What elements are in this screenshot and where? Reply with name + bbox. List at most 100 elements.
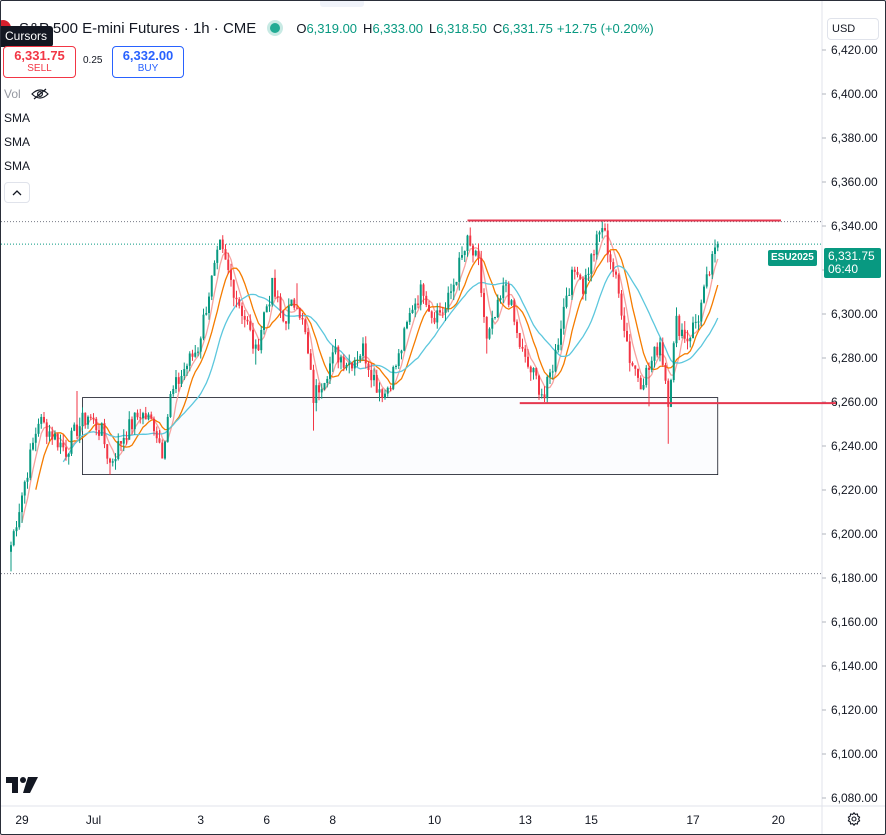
range-rectangle[interactable] xyxy=(82,397,719,476)
x-tick-label: 13 xyxy=(519,813,533,827)
symbol-title[interactable]: S&P 500 E-mini Futures · 1h · CME xyxy=(19,19,257,37)
candle-body xyxy=(362,343,364,356)
candle-bar xyxy=(686,330,689,350)
indicator-sma-2[interactable]: SMA xyxy=(4,135,30,149)
candle-bar xyxy=(439,302,441,316)
candle-bar xyxy=(76,391,78,439)
candle-body xyxy=(386,387,389,394)
candle-bar xyxy=(708,271,711,277)
candle-bar xyxy=(507,281,510,308)
candle-bar xyxy=(92,413,95,424)
candle-bar xyxy=(598,230,601,242)
candle-bar xyxy=(32,437,34,451)
candle-body xyxy=(235,297,238,300)
candle-body xyxy=(370,369,373,381)
candle-body xyxy=(576,271,579,275)
candle-body xyxy=(271,277,274,305)
candle-bar xyxy=(186,363,188,376)
candle-bar xyxy=(422,283,425,304)
candle-body xyxy=(425,295,428,305)
candle-bar xyxy=(612,258,615,278)
candle-body xyxy=(428,304,430,312)
candle-body xyxy=(620,293,623,316)
candle-body xyxy=(560,328,562,345)
candle-bar xyxy=(315,379,318,412)
candle-bar xyxy=(700,299,703,327)
candle-body xyxy=(56,433,59,448)
candle-bar xyxy=(524,345,527,363)
candle-bar xyxy=(606,223,609,263)
candle-bar xyxy=(301,312,304,325)
candle-body xyxy=(450,291,452,293)
candle-bar xyxy=(359,354,362,363)
candle-body xyxy=(598,232,601,235)
candle-body xyxy=(529,366,532,373)
candle-bar xyxy=(562,298,565,335)
tradingview-logo-icon[interactable] xyxy=(6,773,40,795)
candle-body xyxy=(686,338,689,342)
candle-bar xyxy=(367,360,370,378)
candle-bar xyxy=(18,503,21,530)
candle-body xyxy=(40,416,43,424)
candle-body xyxy=(447,292,450,309)
candle-body xyxy=(521,346,524,349)
candle-body xyxy=(122,437,125,444)
indicator-sma-3[interactable]: SMA xyxy=(4,159,30,173)
candle-body xyxy=(95,418,98,431)
indicator-sma-1[interactable]: SMA xyxy=(4,111,30,125)
currency-selector[interactable]: USD xyxy=(827,18,879,40)
candle-bar xyxy=(89,414,92,420)
candle-body xyxy=(320,389,323,393)
chart-settings-button[interactable] xyxy=(844,809,864,829)
candle-bar xyxy=(406,320,408,330)
indicator-volume[interactable]: Vol xyxy=(4,87,49,101)
candle-bar xyxy=(153,416,155,436)
y-tick-label: 6,080.00 xyxy=(831,791,878,805)
collapse-indicators-button[interactable] xyxy=(4,182,30,203)
sell-button[interactable]: 6,331.75 SELL xyxy=(3,46,76,78)
top-drag-tab[interactable] xyxy=(320,1,364,7)
candle-body xyxy=(191,353,194,357)
candle-bar xyxy=(683,321,686,343)
candle-body xyxy=(172,388,175,395)
candle-body xyxy=(557,344,560,351)
sma-label: SMA xyxy=(4,135,31,149)
candle-body xyxy=(103,423,106,445)
candle-body xyxy=(496,299,499,317)
last-price: 6,331.75 xyxy=(828,249,875,263)
candle-body xyxy=(326,378,329,384)
buy-button[interactable]: 6,332.00 BUY xyxy=(112,46,184,78)
candle-body xyxy=(356,359,359,361)
candle-bar xyxy=(100,422,103,436)
candle-bar xyxy=(125,431,128,445)
candle-bar xyxy=(208,292,210,320)
candle-bar xyxy=(221,235,224,254)
candle-bar xyxy=(571,266,573,300)
eye-hidden-icon[interactable] xyxy=(30,88,49,100)
candle-body xyxy=(617,274,620,294)
candle-body xyxy=(444,308,447,313)
candle-body xyxy=(692,322,694,339)
legend-row: S&P 500 E-mini Futures · 1h · CME O6,319… xyxy=(1,15,654,41)
candle-body xyxy=(131,419,133,430)
candle-body xyxy=(455,281,458,285)
candle-bar xyxy=(177,372,180,392)
candle-bar xyxy=(667,378,670,444)
candle-bar xyxy=(661,337,664,368)
candle-bar xyxy=(428,300,430,312)
candle-bar xyxy=(554,344,557,373)
candle-bar xyxy=(202,308,205,341)
candle-bar xyxy=(34,427,37,452)
candle-bar xyxy=(587,267,590,282)
sell-price: 6,331.75 xyxy=(14,48,65,63)
candle-body xyxy=(29,449,32,478)
candle-bar xyxy=(166,414,169,443)
candle-bar xyxy=(417,295,419,309)
candle-bar xyxy=(510,299,513,306)
candle-body xyxy=(568,294,571,296)
candle-bar xyxy=(246,316,249,325)
candle-body xyxy=(488,328,491,339)
candle-body xyxy=(650,360,653,370)
